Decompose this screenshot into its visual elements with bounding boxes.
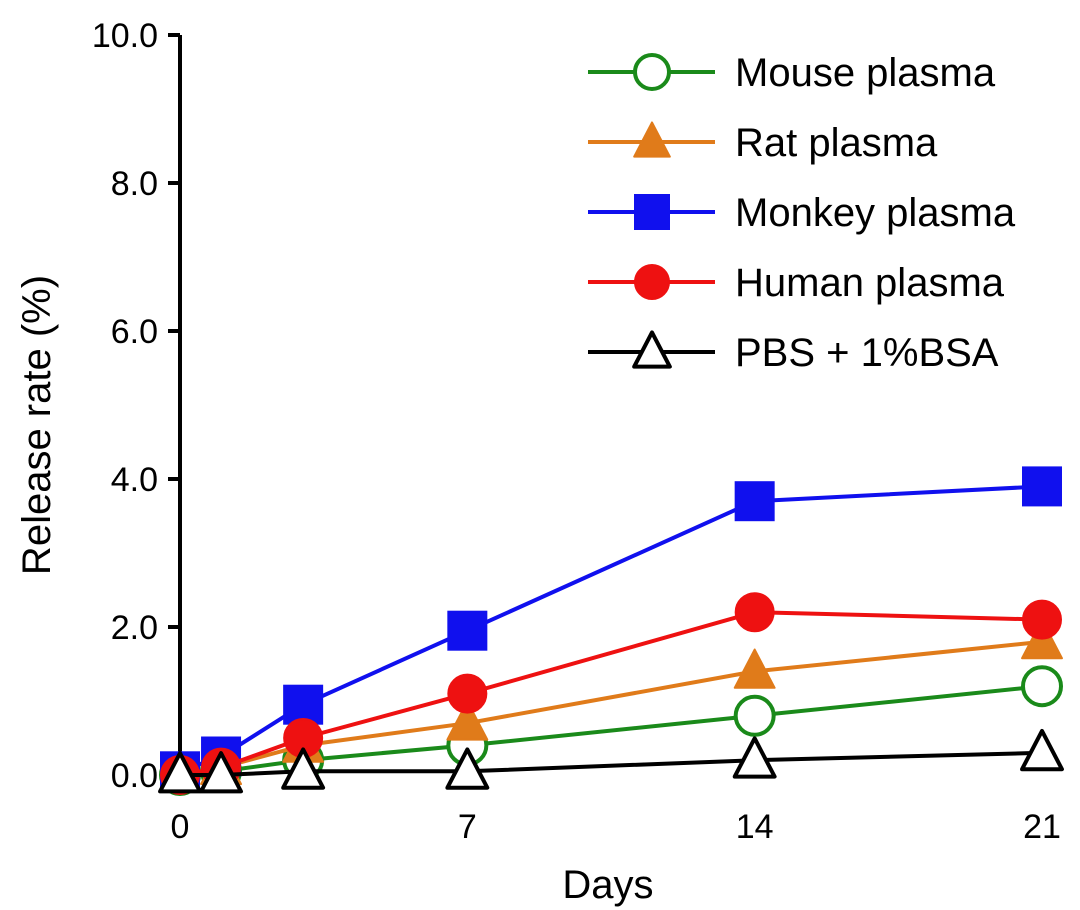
y-tick-label: 10.0: [92, 17, 158, 55]
x-tick-label: 21: [1023, 808, 1061, 846]
data-point: [733, 648, 776, 689]
y-tick-label: 2.0: [111, 609, 158, 647]
axes: 0.0 2.0 4.0 6.0 8.0 10.0 0 7 14 21: [92, 17, 1061, 846]
x-tick-label: 0: [171, 808, 190, 846]
legend-label: PBS + 1%BSA: [735, 331, 999, 375]
y-axis-title: Release rate (%): [15, 275, 59, 575]
y-tick-label: 6.0: [111, 313, 158, 351]
data-point: [734, 481, 775, 522]
data-point: [447, 673, 488, 714]
data-point: [634, 264, 670, 300]
series-pbs-1-bsa: [158, 728, 1064, 794]
legend-label: Human plasma: [735, 261, 1005, 305]
data-point: [633, 53, 671, 91]
data-point: [447, 610, 488, 651]
legend-label: Rat plasma: [735, 121, 938, 165]
data-point: [732, 736, 777, 779]
data-point: [1022, 599, 1062, 640]
y-tick-label: 4.0: [111, 461, 158, 499]
data-point: [158, 751, 202, 794]
data-point: [281, 747, 326, 790]
legend-item: PBS + 1%BSA: [588, 330, 999, 375]
data-point: [733, 694, 776, 737]
legend-label: Monkey plasma: [735, 191, 1016, 235]
x-tick-label: 7: [458, 808, 477, 846]
data-point: [634, 194, 670, 230]
data-point: [633, 121, 671, 158]
data-point: [283, 684, 324, 725]
legend-item: Rat plasma: [588, 121, 938, 165]
y-tick-label: 0.0: [111, 757, 158, 795]
legend: Mouse plasma Rat plasma Monkey plasma Human…: [588, 51, 1016, 375]
data-point: [445, 747, 490, 790]
y-tick-label: 8.0: [111, 165, 158, 203]
legend-label: Mouse plasma: [735, 51, 996, 95]
data-point: [1022, 466, 1062, 507]
x-axis-title: Days: [562, 863, 653, 907]
legend-item: Human plasma: [588, 261, 1005, 305]
legend-item: Mouse plasma: [588, 51, 996, 95]
x-tick-label: 14: [736, 808, 774, 846]
data-point: [632, 330, 672, 369]
data-point: [1021, 665, 1063, 708]
series-layer: [158, 466, 1064, 796]
data-point: [199, 751, 243, 794]
legend-item: Monkey plasma: [588, 191, 1016, 235]
data-point: [734, 592, 775, 633]
data-point: [1020, 728, 1064, 772]
data-point: [446, 700, 489, 741]
